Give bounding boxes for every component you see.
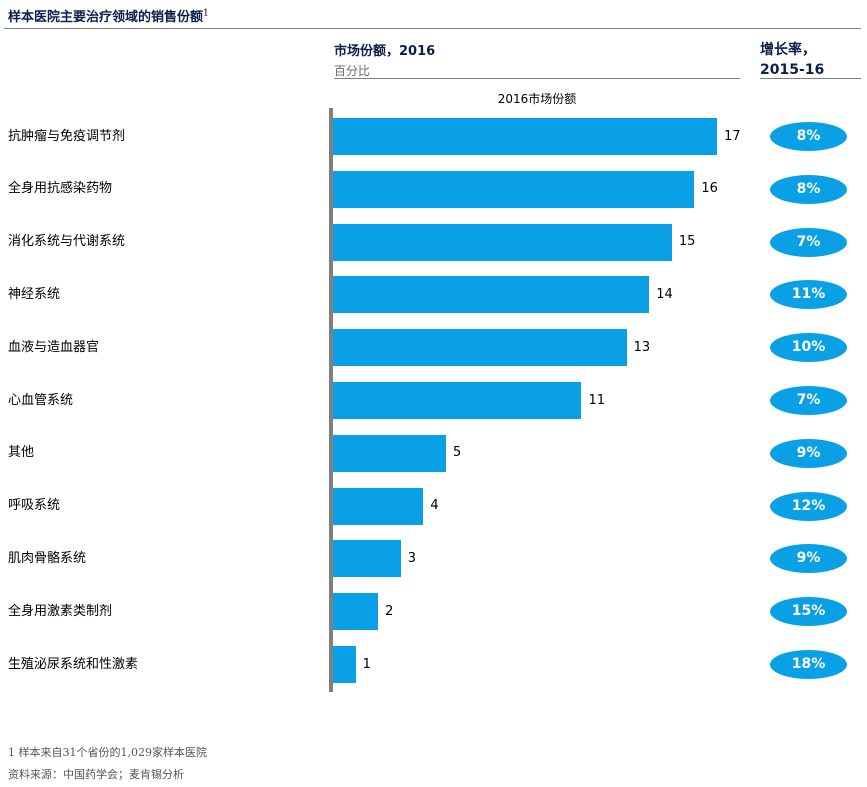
category-label: 全身用激素类制剂 — [8, 603, 113, 619]
bar — [333, 487, 424, 525]
share-header-divider — [334, 78, 740, 79]
bar-value-label: 1 — [362, 656, 371, 672]
category-label: 心血管系统 — [8, 392, 74, 408]
category-label: 血液与造血器官 — [8, 339, 100, 355]
growth-badge: 11% — [770, 280, 847, 310]
bar-value-label: 15 — [678, 234, 696, 250]
growth-badge: 18% — [770, 650, 847, 679]
bar-value-label: 13 — [633, 339, 651, 355]
bar — [333, 382, 582, 419]
share-column-header: 市场份额，2016 百分比 — [334, 40, 435, 79]
growth-header-divider — [760, 78, 861, 79]
category-label: 消化系统与代谢系统 — [8, 234, 126, 250]
bar — [333, 434, 446, 472]
bar — [333, 118, 717, 155]
bar-value-label: 11 — [588, 392, 606, 408]
growth-heading-line1: 增长率， — [760, 42, 816, 58]
bar-value-label: 17 — [724, 128, 741, 144]
footnote-source: 资料来源：中国药学会；麦肯锡分析 — [8, 768, 184, 781]
share-heading: 市场份额，2016 — [334, 44, 436, 59]
category-label: 神经系统 — [8, 286, 61, 302]
category-label: 其他 — [8, 445, 35, 461]
bar-value-label: 14 — [656, 286, 673, 302]
growth-badge: 9% — [770, 544, 847, 574]
bar-value-label: 3 — [407, 550, 417, 566]
growth-column-header: 增长率， 2015-16 — [760, 40, 824, 80]
growth-badge: 7% — [770, 386, 847, 415]
growth-badge: 9% — [770, 438, 847, 468]
bar — [333, 276, 650, 314]
chart-title: 样本医院主要治疗领域的销售份额1 — [8, 8, 209, 25]
growth-badge: 15% — [770, 597, 847, 627]
bar — [333, 223, 672, 261]
growth-badge: 8% — [770, 122, 847, 151]
category-label: 抗肿瘤与免疫调节剂 — [8, 128, 126, 144]
bar-value-label: 5 — [452, 445, 462, 461]
bar — [333, 593, 379, 631]
bar — [333, 540, 401, 578]
bar-value-label: 2 — [385, 603, 394, 619]
growth-badge: 7% — [770, 227, 847, 257]
growth-badge: 10% — [770, 333, 847, 363]
footnote-sample: 1 样本来自31个省份的1,029家样本医院 — [8, 746, 207, 759]
bar-value-label: 16 — [701, 181, 718, 197]
bar — [333, 170, 695, 208]
bar — [333, 329, 627, 367]
category-axis — [329, 108, 333, 692]
share-subheading: 百分比 — [334, 64, 371, 78]
title-divider — [4, 28, 861, 29]
category-label: 生殖泌尿系统和性激素 — [8, 656, 139, 672]
category-label: 呼吸系统 — [8, 498, 61, 514]
series-label: 2016市场份额 — [497, 92, 577, 106]
growth-badge: 12% — [770, 491, 847, 521]
bar — [333, 646, 356, 683]
category-label: 全身用抗感染药物 — [8, 181, 113, 197]
bar-value-label: 4 — [430, 498, 439, 514]
growth-heading-line2: 2015-16 — [760, 62, 825, 78]
title-footnote-mark: 1 — [203, 8, 209, 19]
growth-badge: 8% — [770, 174, 847, 204]
category-label: 肌肉骨骼系统 — [8, 550, 87, 566]
